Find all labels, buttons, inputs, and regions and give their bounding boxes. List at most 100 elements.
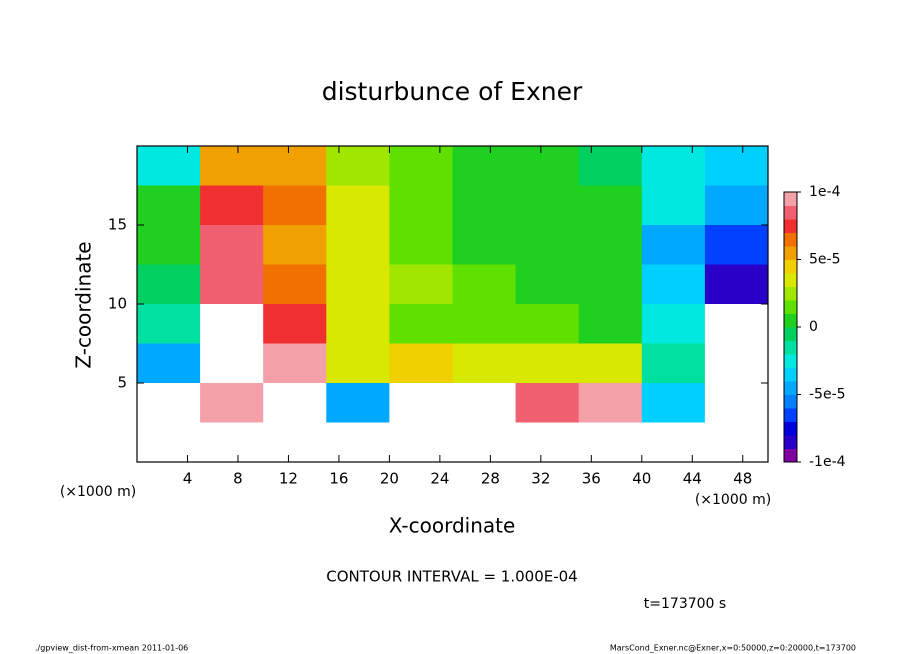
heatmap-cell (641, 304, 706, 344)
heatmap-cell (326, 146, 390, 186)
colorbar-swatch (784, 408, 797, 422)
y-tick-label: 10 (108, 295, 127, 313)
heatmap-cell (326, 264, 390, 305)
heatmap-cell (389, 304, 453, 344)
heatmap-cell (389, 264, 453, 305)
colorbar-swatch (784, 192, 797, 206)
heatmap-cell (452, 146, 517, 186)
x-tick-label: 48 (733, 470, 752, 488)
colorbar-swatch (784, 340, 797, 355)
heatmap-cell (263, 225, 327, 265)
colorbar-swatch (784, 354, 797, 368)
heatmap-cell (704, 146, 769, 186)
heatmap-cell (200, 185, 264, 226)
heatmap-cell (515, 146, 580, 186)
heatmap-cell (263, 146, 327, 186)
colorbar-swatch (784, 205, 797, 220)
y-axis-label: Z-coordinate (72, 241, 96, 368)
x-tick-label: 44 (683, 470, 702, 488)
x-tick-label: 32 (531, 470, 550, 488)
x-tick-label: 20 (380, 470, 399, 488)
heatmap-cell (704, 343, 769, 384)
colorbar-tick-label: 1e-4 (809, 184, 841, 200)
colorbar-swatch (784, 259, 797, 274)
heatmap-cell (326, 225, 390, 265)
heatmap-cell (641, 225, 706, 265)
heatmap-cell (515, 264, 580, 305)
heatmap-cell (452, 185, 517, 226)
x-tick-label: 16 (329, 470, 348, 488)
x-axis-label: X-coordinate (389, 514, 516, 538)
x-tick-label: 12 (279, 470, 298, 488)
colorbar-swatch (784, 394, 797, 409)
heatmap-cell (326, 343, 390, 384)
heatmap-cell (578, 304, 643, 344)
y-tick-label: 5 (117, 374, 127, 392)
colorbar-swatch (784, 327, 797, 341)
heatmap-cell (641, 146, 706, 186)
x-tick-label: 40 (632, 470, 651, 488)
heatmap-cell (389, 225, 453, 265)
footer-left: ./gpview_dist-from-xmean 2011-01-06 (35, 644, 188, 653)
heatmap-cell (137, 304, 201, 344)
heatmap-cell (515, 304, 580, 344)
heatmap-cell (515, 422, 580, 463)
heatmap-cell (704, 304, 769, 344)
colorbar-swatch (784, 367, 797, 382)
colorbar-tick-label: -5e-5 (809, 387, 846, 403)
heatmap-cell (263, 343, 327, 384)
heatmap-cell (137, 343, 201, 384)
heatmap-cell (263, 304, 327, 344)
x-tick-label: 24 (430, 470, 449, 488)
heatmap-cell (578, 383, 643, 423)
heatmap-cell (578, 146, 643, 186)
heatmap-cell (704, 225, 769, 265)
heatmap-cell (641, 185, 706, 226)
heatmap-cell (452, 343, 517, 384)
heatmap-cell (452, 264, 517, 305)
heatmap-cell (515, 225, 580, 265)
colorbar-swatch (784, 219, 797, 233)
y-tick-label: 15 (108, 216, 127, 234)
heatmap-cell (200, 225, 264, 265)
heatmap-cell (515, 343, 580, 384)
heatmap-cell (578, 264, 643, 305)
heatmap-cell (452, 225, 517, 265)
colorbar-swatch (784, 300, 797, 314)
heatmap-cell (137, 225, 201, 265)
heatmap-cell (137, 422, 201, 463)
heatmap-cell (200, 146, 264, 186)
heatmap-cell (704, 422, 769, 463)
heatmap-cell (452, 304, 517, 344)
heatmap-cell (263, 422, 327, 463)
heatmap-cell (389, 422, 453, 463)
colorbar-swatch (784, 381, 797, 395)
heatmap-cell (326, 304, 390, 344)
colorbar-swatch (784, 313, 797, 328)
x-tick-label: 8 (233, 470, 243, 488)
heatmap-cell (326, 185, 390, 226)
heatmap-cell (263, 383, 327, 423)
heatmap-cell (641, 343, 706, 384)
heatmap-cell (704, 264, 769, 305)
heatmap-cell (200, 304, 264, 344)
colorbar-tick-label: -1e-4 (809, 454, 846, 470)
heatmap-cell (641, 422, 706, 463)
x-unit-label: (×1000 m) (695, 492, 771, 508)
x-unit-label: (×1000 m) (60, 484, 136, 500)
heatmap-cell (200, 264, 264, 305)
heatmap-cell (326, 383, 390, 423)
heatmap-cell (452, 422, 517, 463)
colorbar-swatch (784, 286, 797, 301)
heatmap-cell (137, 264, 201, 305)
heatmap-cell (137, 383, 201, 423)
colorbar-swatch (784, 273, 797, 287)
heatmap-cell (641, 264, 706, 305)
x-tick-label: 28 (481, 470, 500, 488)
colorbar-swatch (784, 435, 797, 449)
heatmap-cell (452, 383, 517, 423)
x-tick-label: 36 (582, 470, 601, 488)
time-note: t=173700 s (644, 596, 726, 612)
heatmap-cell (578, 185, 643, 226)
